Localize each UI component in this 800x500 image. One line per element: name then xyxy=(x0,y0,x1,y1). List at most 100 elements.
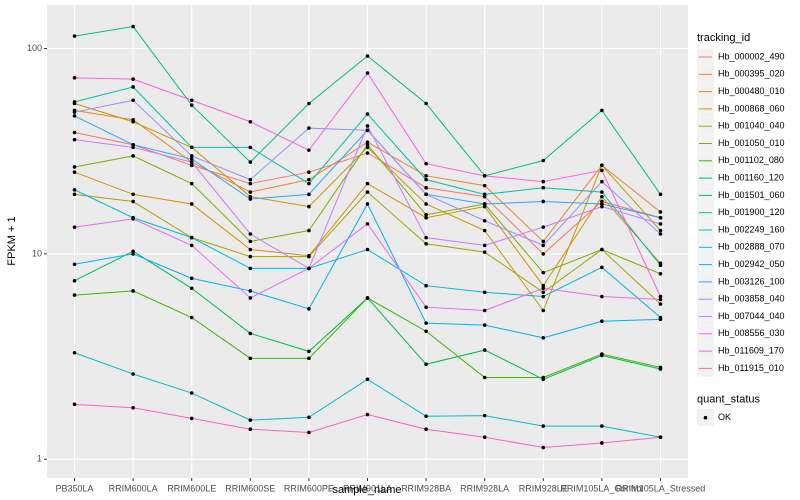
data-point xyxy=(307,181,311,186)
data-point xyxy=(365,145,370,150)
data-point xyxy=(482,192,487,197)
data-point xyxy=(658,297,663,302)
data-point xyxy=(658,367,663,371)
data-point xyxy=(189,98,194,103)
data-point xyxy=(658,435,663,439)
data-point xyxy=(72,278,77,283)
data-point xyxy=(541,283,546,288)
data-point xyxy=(189,286,194,291)
data-point xyxy=(600,353,604,358)
data-point xyxy=(248,247,253,252)
data-point xyxy=(248,181,253,186)
legend-label: Hb_003858_040 xyxy=(718,294,785,304)
points xyxy=(72,24,663,450)
data-point xyxy=(482,202,487,206)
data-point xyxy=(424,329,428,334)
data-point xyxy=(482,183,487,188)
data-point xyxy=(248,190,253,194)
data-point xyxy=(248,177,253,182)
data-point xyxy=(424,213,428,217)
data-point xyxy=(424,202,428,206)
data-point xyxy=(189,181,194,186)
data-point xyxy=(131,85,135,89)
legend-label: Hb_001900_120 xyxy=(718,207,785,217)
legend-swatch xyxy=(703,415,708,420)
data-point xyxy=(248,197,253,201)
legend-label: Hb_002249_160 xyxy=(718,224,785,234)
y-tick-label: 100 xyxy=(27,43,42,53)
legend-label: Hb_000480_010 xyxy=(718,86,785,96)
data-point xyxy=(600,190,604,194)
data-point xyxy=(131,199,135,204)
data-point xyxy=(424,177,428,182)
legend-label: Hb_001040_040 xyxy=(718,121,785,131)
data-point xyxy=(248,427,253,432)
data-point xyxy=(541,424,546,428)
data-point xyxy=(600,294,604,299)
data-point xyxy=(248,145,253,150)
data-point xyxy=(131,372,135,376)
data-point xyxy=(307,101,311,106)
data-point xyxy=(131,192,135,197)
x-tick-label: RRIM928LE xyxy=(519,483,568,493)
data-point xyxy=(72,293,77,297)
data-point xyxy=(248,160,253,164)
data-point xyxy=(72,34,77,38)
data-point xyxy=(658,192,663,197)
data-point xyxy=(541,445,546,450)
data-point xyxy=(131,217,135,221)
data-point xyxy=(307,170,311,174)
data-point xyxy=(189,145,194,150)
data-point xyxy=(307,126,311,130)
data-point xyxy=(424,305,428,309)
data-point xyxy=(248,356,253,361)
data-point xyxy=(600,441,604,445)
data-point xyxy=(72,130,77,135)
data-point xyxy=(541,179,546,184)
legend-title: tracking_id xyxy=(697,32,750,44)
data-point xyxy=(307,415,311,420)
data-point xyxy=(541,308,546,313)
x-axis-title: sample_name xyxy=(332,484,401,496)
data-point xyxy=(365,124,370,128)
data-point xyxy=(365,412,370,417)
legend-label: Hb_000868_060 xyxy=(718,103,785,113)
data-point xyxy=(189,157,194,161)
data-point xyxy=(72,350,77,355)
data-point xyxy=(658,317,663,322)
data-point xyxy=(131,145,135,150)
y-tick-label: 1 xyxy=(37,454,42,464)
data-point xyxy=(131,24,135,29)
data-point xyxy=(541,286,546,291)
data-point xyxy=(600,202,604,206)
data-point xyxy=(72,110,77,114)
data-point xyxy=(482,250,487,254)
data-point xyxy=(482,243,487,248)
data-point xyxy=(131,154,135,158)
legend-label: Hb_011609_170 xyxy=(718,345,784,355)
legend-label: Hb_003126_100 xyxy=(718,276,785,286)
data-point xyxy=(600,108,604,113)
data-point xyxy=(248,254,253,259)
data-point xyxy=(307,204,311,209)
x-tick-label: RRIM901LA xyxy=(343,483,392,493)
data-point xyxy=(365,128,370,133)
data-point xyxy=(72,262,77,267)
data-point xyxy=(424,235,428,240)
legend-label: Hb_000395_020 xyxy=(718,69,785,79)
data-point xyxy=(482,435,487,439)
data-point xyxy=(541,252,546,256)
data-point xyxy=(365,190,370,194)
legend-label: Hb_001102_080 xyxy=(718,155,784,165)
data-point xyxy=(424,192,428,197)
data-point xyxy=(541,225,546,229)
data-point xyxy=(189,160,194,164)
data-point xyxy=(365,151,370,155)
data-point xyxy=(482,308,487,313)
legend-label: Hb_002888_070 xyxy=(718,242,785,252)
x-tick-label: RRIM600SE xyxy=(225,483,275,493)
data-point xyxy=(131,142,135,147)
data-point xyxy=(131,98,135,103)
data-point xyxy=(600,265,604,270)
